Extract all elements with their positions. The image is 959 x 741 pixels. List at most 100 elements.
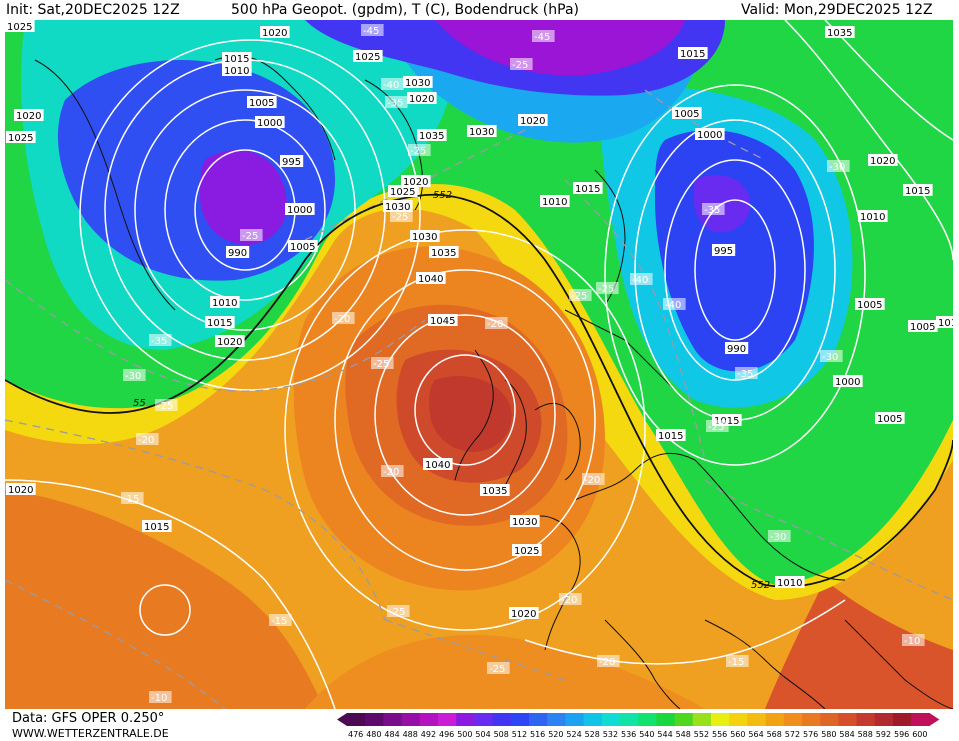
svg-text:-30: -30	[770, 532, 786, 543]
svg-text:1010: 1010	[542, 197, 567, 208]
svg-text:990: 990	[228, 248, 247, 259]
svg-text:1030: 1030	[385, 202, 410, 213]
svg-text:-15: -15	[123, 494, 139, 505]
legend-tick-label: 536	[621, 730, 636, 739]
svg-text:1040: 1040	[425, 460, 450, 471]
isobar-label: 1015	[903, 184, 933, 197]
legend-tick-label: 484	[384, 730, 399, 739]
legend-tick-label: 580	[821, 730, 836, 739]
legend-tick-label: 520	[548, 730, 563, 739]
isobar-label: 1025	[512, 544, 542, 557]
legend-swatch	[383, 713, 403, 726]
legend-tick-label: 568	[767, 730, 782, 739]
svg-text:-15: -15	[728, 657, 744, 668]
svg-text:1035: 1035	[482, 486, 507, 497]
svg-text:1020: 1020	[403, 177, 428, 188]
isobar-label: 1020	[509, 607, 539, 620]
svg-text:-10: -10	[904, 636, 920, 647]
legend-tick-label: 544	[657, 730, 672, 739]
svg-text:-40: -40	[383, 80, 399, 91]
legend-swatch	[874, 713, 894, 726]
isobar-label: 1020	[868, 154, 898, 167]
svg-text:1000: 1000	[697, 130, 722, 141]
isobar-label: 1015	[936, 316, 953, 329]
legend-tick-label: 592	[876, 730, 891, 739]
website-label: WWW.WETTERZENTRALE.DE	[12, 727, 169, 740]
isotherm-label: -25	[387, 605, 410, 618]
contour-552	[5, 193, 953, 588]
svg-text:-35: -35	[737, 369, 753, 380]
isotherm-label: -25	[596, 282, 619, 295]
svg-text:1005: 1005	[857, 300, 882, 311]
svg-text:-20: -20	[487, 319, 503, 330]
legend-swatch	[711, 713, 730, 726]
legend-tick-label: 596	[894, 730, 909, 739]
legend-tick-label: 556	[712, 730, 727, 739]
isobar-label: 1010	[540, 195, 570, 208]
legend-tick-label: 504	[475, 730, 490, 739]
isobar-label: 1040	[416, 272, 446, 285]
isotherm-label: -25	[408, 144, 431, 157]
svg-text:1005: 1005	[877, 414, 902, 425]
isobar-label: 1035	[480, 484, 510, 497]
svg-text:-20: -20	[599, 657, 615, 668]
legend-swatch	[529, 713, 548, 726]
isobar-label: 1015	[222, 52, 252, 65]
legend-swatch	[838, 713, 858, 726]
legend-swatch	[510, 713, 530, 726]
svg-text:1025: 1025	[355, 52, 380, 63]
isobar-label: 1020	[6, 483, 36, 496]
legend-tick-label: 532	[603, 730, 618, 739]
isotherm-label: -25	[390, 210, 413, 223]
isobar-label: 1020	[518, 114, 548, 127]
legend-tick-label: 540	[639, 730, 654, 739]
svg-text:1015: 1015	[224, 54, 249, 65]
legend-tick-label: 552	[694, 730, 709, 739]
isobar-label: 1015	[573, 182, 603, 195]
svg-text:1020: 1020	[8, 485, 33, 496]
legend-swatch	[802, 713, 821, 726]
svg-text:1015: 1015	[680, 49, 705, 60]
svg-text:1020: 1020	[16, 111, 41, 122]
svg-text:-45: -45	[363, 26, 379, 37]
svg-text:-25: -25	[489, 664, 505, 675]
legend-swatch	[365, 713, 384, 726]
isotherm-label: -40	[381, 78, 404, 91]
legend-swatch	[456, 713, 475, 726]
svg-text:-10: -10	[151, 693, 167, 704]
svg-text:1010: 1010	[860, 212, 885, 223]
isobar-label: 1025	[388, 185, 418, 198]
legend-swatch	[565, 713, 585, 726]
legend-swatch	[893, 713, 912, 726]
isobar-label: 990	[725, 342, 749, 355]
svg-text:-25: -25	[571, 291, 587, 302]
isobar-label: 1000	[285, 203, 315, 216]
legend-tick-label: 516	[530, 730, 545, 739]
svg-text:1000: 1000	[257, 118, 282, 129]
svg-text:1015: 1015	[938, 318, 953, 329]
svg-text:1015: 1015	[207, 318, 232, 329]
svg-text:-35: -35	[387, 98, 403, 109]
legend-swatch	[747, 713, 767, 726]
svg-text:1005: 1005	[910, 322, 935, 333]
svg-text:-20: -20	[584, 475, 600, 486]
svg-text:-35: -35	[704, 205, 720, 216]
isotherm-label: -40	[663, 298, 686, 311]
map-title: 500 hPa Geopot. (gpdm), T (C), Bodendruc…	[231, 2, 579, 18]
svg-text:1025: 1025	[7, 22, 32, 33]
svg-text:1040: 1040	[418, 274, 443, 285]
isobar-label: 1005	[672, 107, 702, 120]
isobar-label: 1010	[222, 64, 252, 77]
isobar-label: 1030	[467, 125, 497, 138]
isobar-label: 1015	[656, 429, 686, 442]
legend-swatch	[638, 713, 657, 726]
isobar-label: 1015	[142, 520, 172, 533]
isobar-label: 1010	[210, 296, 240, 309]
isotherm-label: -20	[582, 473, 605, 486]
legend-tick-label: 588	[858, 730, 873, 739]
isotherm-label: -20	[559, 593, 582, 606]
svg-text:-30: -30	[829, 162, 845, 173]
svg-text:1045: 1045	[430, 316, 455, 327]
svg-text:-45: -45	[534, 32, 550, 43]
